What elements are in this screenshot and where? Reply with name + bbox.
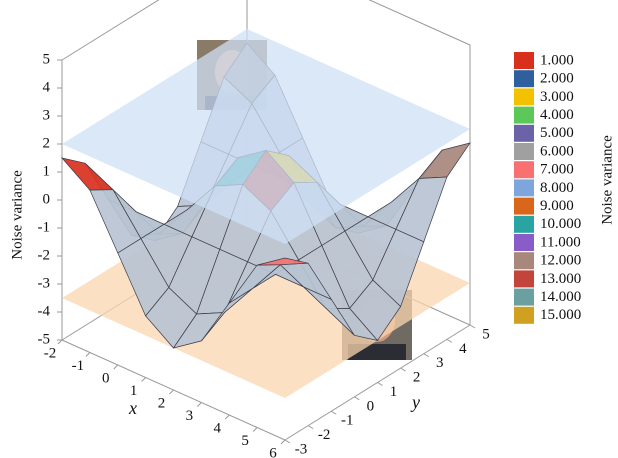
axis-line [247, 0, 470, 45]
z-tick-label: -2 [38, 247, 51, 263]
colorbar-swatch [514, 289, 534, 306]
colorbar-swatch [514, 107, 534, 124]
x-tick-label: 3 [186, 408, 194, 424]
z-tick-label: 5 [43, 51, 51, 67]
colorbar-label: 12.000 [540, 253, 581, 269]
z-tick-label: 1 [43, 163, 51, 179]
colorbar-label: 6.000 [540, 143, 574, 159]
colorbar-label: 5.000 [540, 125, 574, 141]
x-tick-label: 4 [214, 420, 222, 436]
colorbar-label: 3.000 [540, 89, 574, 105]
y-tick [470, 325, 475, 328]
colorbar-swatch [514, 143, 534, 160]
colorbar-swatch [514, 125, 534, 142]
colorbar-label: 15.000 [540, 307, 581, 323]
y-tick-label: 0 [367, 398, 375, 414]
x-tick [58, 340, 62, 344]
colorbar-label: 13.000 [540, 271, 581, 287]
x-tick [170, 390, 174, 394]
y-axis-title: y [410, 392, 420, 412]
y-tick [285, 440, 290, 443]
z-tick-label: -3 [38, 275, 51, 291]
colorbar-label: 11.000 [540, 234, 581, 250]
y-tick-label: 4 [459, 341, 467, 357]
z-tick-label: 3 [43, 107, 51, 123]
colorbar-swatch [514, 252, 534, 269]
z-axis-title: Noise variance [9, 170, 25, 260]
y-tick-label: -1 [341, 413, 354, 429]
colorbar-swatch [514, 179, 534, 196]
colorbar-label: 4.000 [540, 107, 574, 123]
y-tick-label: 5 [482, 326, 490, 342]
colorbar-title: Noise variance [599, 135, 615, 225]
x-tick-label: -2 [44, 345, 57, 361]
z-tick-label: -1 [38, 219, 51, 235]
colorbar-swatch [514, 234, 534, 251]
y-tick [354, 397, 359, 400]
colorbar-label: 1.000 [540, 52, 574, 68]
z-tick-label: 2 [43, 135, 51, 151]
z-tick-label: 0 [43, 191, 51, 207]
colorbar-swatch [514, 52, 534, 69]
z-tick-label: 4 [43, 79, 51, 95]
colorbar-label: 14.000 [540, 289, 581, 305]
colorbar-label: 9.000 [540, 198, 574, 214]
colorbar-swatch [514, 270, 534, 287]
colorbar-label: 8.000 [540, 180, 574, 196]
colorbar-swatch [514, 198, 534, 215]
chart: Noise variance x y Noise variance -5-4-3… [0, 0, 618, 458]
x-tick [86, 353, 90, 357]
colorbar-label: 2.000 [540, 71, 574, 87]
x-tick-label: 1 [130, 383, 138, 399]
x-tick [114, 365, 118, 369]
x-tick [281, 440, 285, 444]
x-tick [197, 403, 201, 407]
x-tick-label: 5 [241, 433, 249, 449]
y-tick-label: -3 [295, 441, 308, 457]
x-tick [225, 415, 229, 419]
x-tick-label: 2 [158, 395, 166, 411]
y-tick [331, 411, 336, 414]
x-tick-label: 0 [102, 370, 110, 386]
x-tick-label: -1 [72, 358, 85, 374]
colorbar-swatch [514, 161, 534, 178]
y-tick [378, 383, 383, 386]
x-tick-label: 6 [269, 445, 277, 458]
x-axis-title: x [128, 398, 137, 418]
colorbar-swatch [514, 88, 534, 105]
y-tick [424, 354, 429, 357]
colorbar-swatch [514, 307, 534, 324]
y-tick [401, 368, 406, 371]
y-tick [308, 426, 313, 429]
y-tick-label: 3 [436, 355, 444, 371]
y-tick [447, 339, 452, 342]
x-tick [142, 378, 146, 382]
colorbar-swatch [514, 70, 534, 87]
x-tick [253, 428, 257, 432]
y-tick-label: -2 [318, 427, 331, 443]
y-tick-label: 1 [390, 384, 398, 400]
z-tick-label: -4 [38, 303, 51, 319]
colorbar-swatch [514, 216, 534, 233]
colorbar-label: 7.000 [540, 162, 574, 178]
colorbar-label: 10.000 [540, 216, 581, 232]
y-tick-label: 2 [413, 370, 421, 386]
